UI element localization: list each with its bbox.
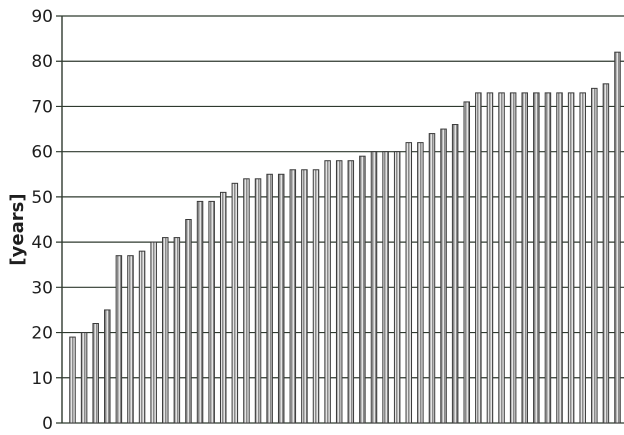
bar [150, 241, 157, 424]
bar [370, 151, 378, 424]
bar [544, 92, 552, 424]
bar [579, 92, 586, 424]
bars [69, 51, 621, 424]
bar [277, 173, 285, 424]
bar [509, 92, 517, 424]
bar [463, 101, 471, 424]
y-axis-label: [years] [7, 193, 28, 265]
bar [301, 169, 308, 424]
bar [219, 191, 227, 424]
bar [196, 200, 204, 424]
y-tick-label: 40 [31, 233, 53, 253]
bar [162, 237, 169, 424]
bar [127, 255, 134, 424]
bar [417, 142, 424, 424]
bar [266, 173, 273, 424]
bar [475, 92, 482, 424]
bar [324, 160, 331, 424]
bar [451, 124, 459, 424]
bar [92, 323, 99, 424]
bar [521, 92, 528, 424]
y-tick-label: 90 [31, 7, 53, 27]
bar [359, 155, 366, 424]
bar [591, 87, 598, 424]
y-tick-label: 10 [31, 369, 53, 389]
bar [382, 151, 389, 424]
y-tick-label: 0 [42, 414, 53, 434]
bar [231, 182, 239, 424]
bar [533, 92, 540, 424]
bar [69, 336, 76, 424]
bar [115, 255, 123, 424]
bar [80, 332, 88, 424]
y-tick-labels: 0 10 20 30 40 50 60 70 80 90 [31, 7, 53, 434]
bar [498, 92, 505, 424]
y-tick-label: 50 [31, 188, 53, 208]
bar [312, 169, 320, 424]
y-tick-label: 70 [31, 97, 53, 117]
bar [486, 92, 494, 424]
y-tick-label: 60 [31, 143, 53, 163]
bar [393, 151, 401, 424]
bar [567, 92, 575, 424]
bar [428, 133, 436, 424]
y-tick-label: 30 [31, 278, 53, 298]
bar [254, 178, 262, 424]
bar [243, 178, 250, 424]
bar [614, 51, 621, 424]
y-tick-label: 80 [31, 52, 53, 72]
bar [556, 92, 563, 424]
bar [440, 128, 447, 424]
y-tick-label: 20 [31, 324, 53, 344]
bar [602, 83, 610, 424]
bar [289, 169, 297, 424]
bar [104, 309, 111, 424]
bar [173, 237, 181, 424]
bar [405, 142, 413, 424]
bar [335, 160, 343, 424]
bar [185, 219, 192, 424]
bar [138, 250, 146, 424]
bar [208, 200, 215, 424]
bar [347, 160, 355, 424]
